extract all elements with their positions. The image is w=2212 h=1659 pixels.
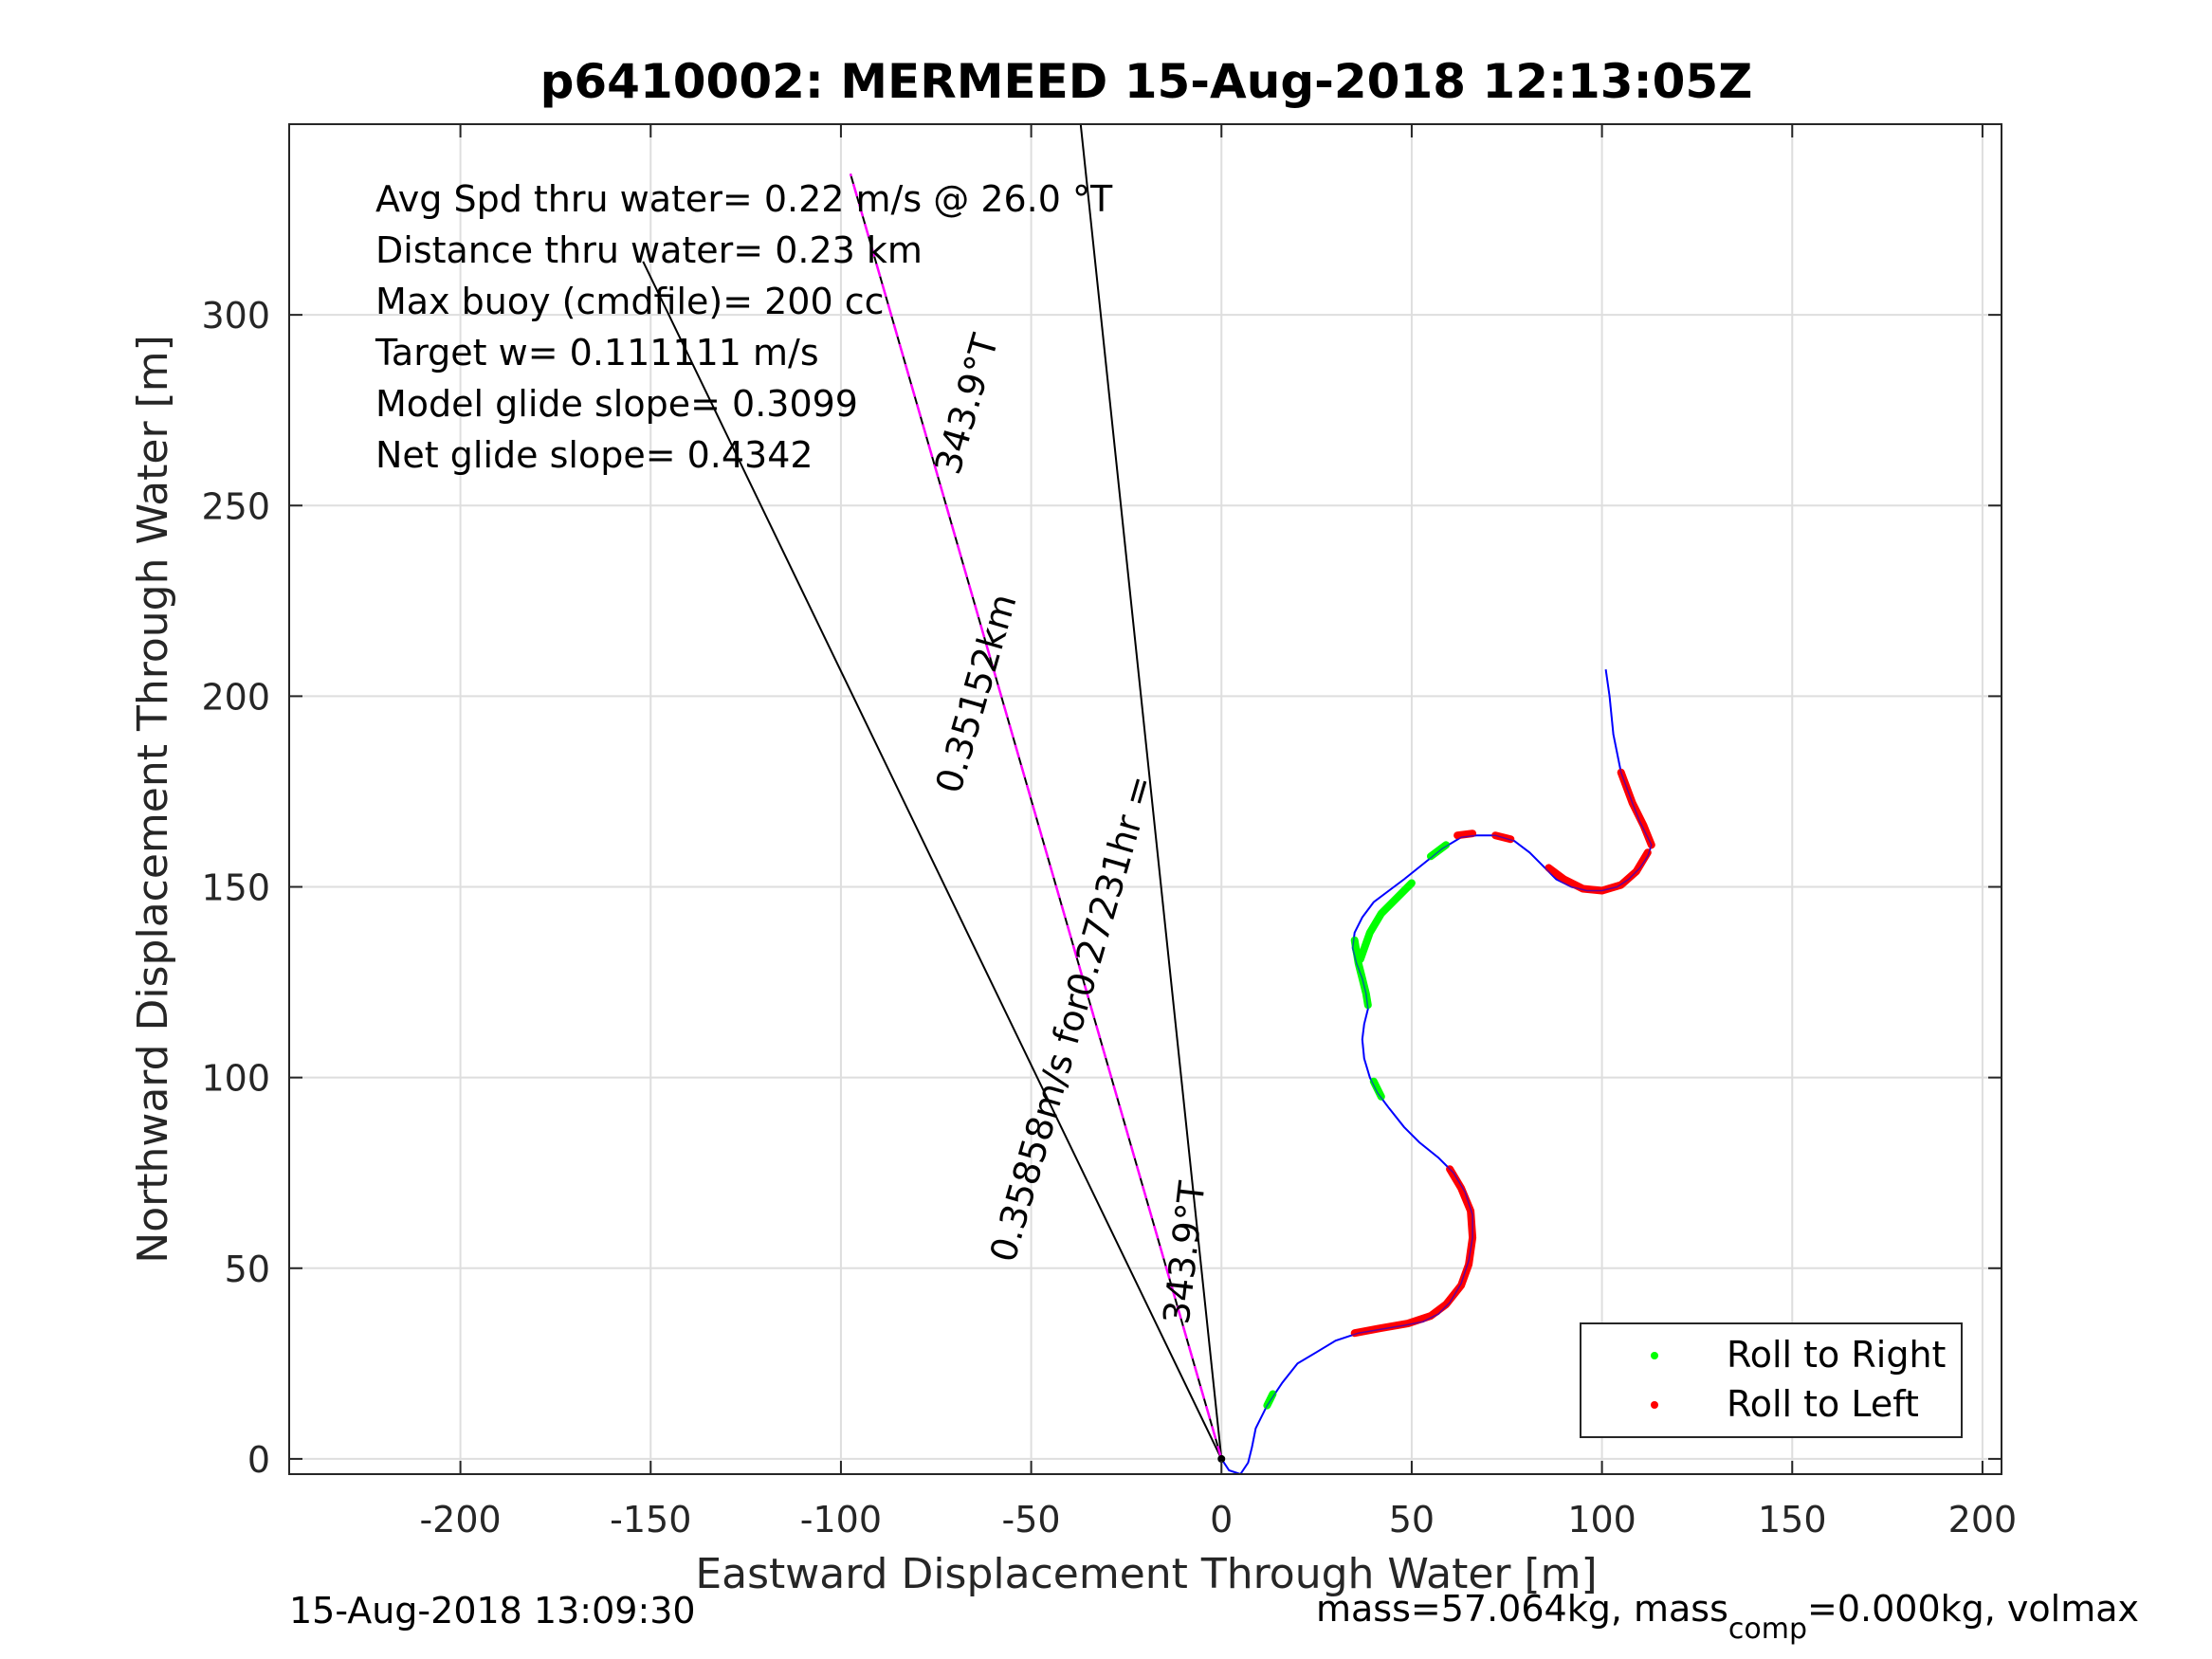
x-tick-label: 50 bbox=[1389, 1499, 1435, 1540]
footer-mass-suffix: =0.000kg, volmax bbox=[1807, 1588, 2139, 1630]
y-tick-label: 50 bbox=[225, 1249, 270, 1290]
annotation-avg-speed: Avg Spd thru water= 0.22 m/s @ 26.0 °T bbox=[375, 178, 1113, 220]
x-tick-label: -100 bbox=[800, 1499, 882, 1540]
x-tick-label: -200 bbox=[419, 1499, 501, 1540]
x-tick-label: -50 bbox=[1002, 1499, 1061, 1540]
roll-left-segment bbox=[1453, 830, 1477, 840]
grid bbox=[289, 124, 2002, 1474]
roll-right-segment bbox=[1369, 1077, 1385, 1101]
tick-labels: -200 -150 -100 -50 0 50 100 150 200 0 50 100 150 200 2… bbox=[201, 295, 2017, 1540]
legend-marker-roll-left bbox=[1651, 1401, 1658, 1409]
plot-frame bbox=[288, 123, 2002, 1475]
x-tick-label: 200 bbox=[1948, 1499, 2018, 1540]
ticks bbox=[289, 124, 2002, 1474]
roll-left-segment bbox=[1350, 1165, 1477, 1338]
y-tick-label: 300 bbox=[201, 295, 270, 337]
x-tick-label: 0 bbox=[1210, 1499, 1233, 1540]
x-tick-label: 100 bbox=[1567, 1499, 1636, 1540]
y-tick-label: 250 bbox=[201, 485, 270, 527]
annotation-distance: Distance thru water= 0.23 km bbox=[375, 229, 923, 271]
legend-marker-roll-right bbox=[1651, 1352, 1658, 1359]
track-line-overlay bbox=[1220, 669, 1653, 1474]
legend-label-roll-right: Roll to Right bbox=[1727, 1334, 1946, 1376]
annotation-net-glide-slope: Net glide slope= 0.4342 bbox=[375, 434, 814, 476]
footer-mass-prefix: mass=57.064kg, mass bbox=[1316, 1588, 1728, 1630]
annotation-max-buoy: Max buoy (cmdfile)= 200 cc bbox=[375, 281, 885, 322]
legend: Roll to Right Roll to Left bbox=[1580, 1322, 1963, 1438]
chart-title: p6410002: MERMEED 15-Aug-2018 12:13:05Z bbox=[540, 54, 1753, 109]
legend-label-roll-left: Roll to Left bbox=[1727, 1383, 1919, 1425]
x-axis-label: Eastward Displacement Through Water [m] bbox=[695, 1550, 1597, 1598]
roll-right-segment bbox=[1356, 879, 1416, 963]
y-tick-label: 200 bbox=[201, 676, 270, 718]
roll-right-segment bbox=[1427, 841, 1451, 861]
y-tick-label: 0 bbox=[247, 1439, 270, 1481]
annotation-model-glide-slope: Model glide slope= 0.3099 bbox=[375, 383, 858, 425]
footer-mass-subscript: comp bbox=[1728, 1613, 1807, 1646]
legend-box bbox=[1580, 1322, 1963, 1438]
origin-marker bbox=[1217, 1454, 1226, 1463]
reference-line bbox=[642, 261, 1223, 1460]
y-axis-label: Northward Displacement Through Water [m] bbox=[129, 335, 177, 1263]
y-tick-label: 100 bbox=[201, 1058, 270, 1100]
stats-annotations: Avg Spd thru water= 0.22 m/s @ 26.0 °T D… bbox=[375, 178, 1113, 476]
annotation-target-w: Target w= 0.111111 m/s bbox=[375, 332, 819, 374]
footer-timestamp: 15-Aug-2018 13:09:30 bbox=[289, 1590, 696, 1632]
glider-track bbox=[1217, 669, 1655, 1474]
heading-line-magenta bbox=[849, 173, 1223, 1460]
x-tick-label: 150 bbox=[1758, 1499, 1827, 1540]
y-tick-label: 150 bbox=[201, 867, 270, 909]
reference-line bbox=[1079, 124, 1223, 1460]
footer-mass-info: mass=57.064kg, masscomp=0.000kg, volmax bbox=[1316, 1588, 2139, 1646]
x-tick-label: -150 bbox=[610, 1499, 691, 1540]
plot-area bbox=[289, 124, 2002, 1474]
reference-lines bbox=[642, 124, 1223, 1460]
